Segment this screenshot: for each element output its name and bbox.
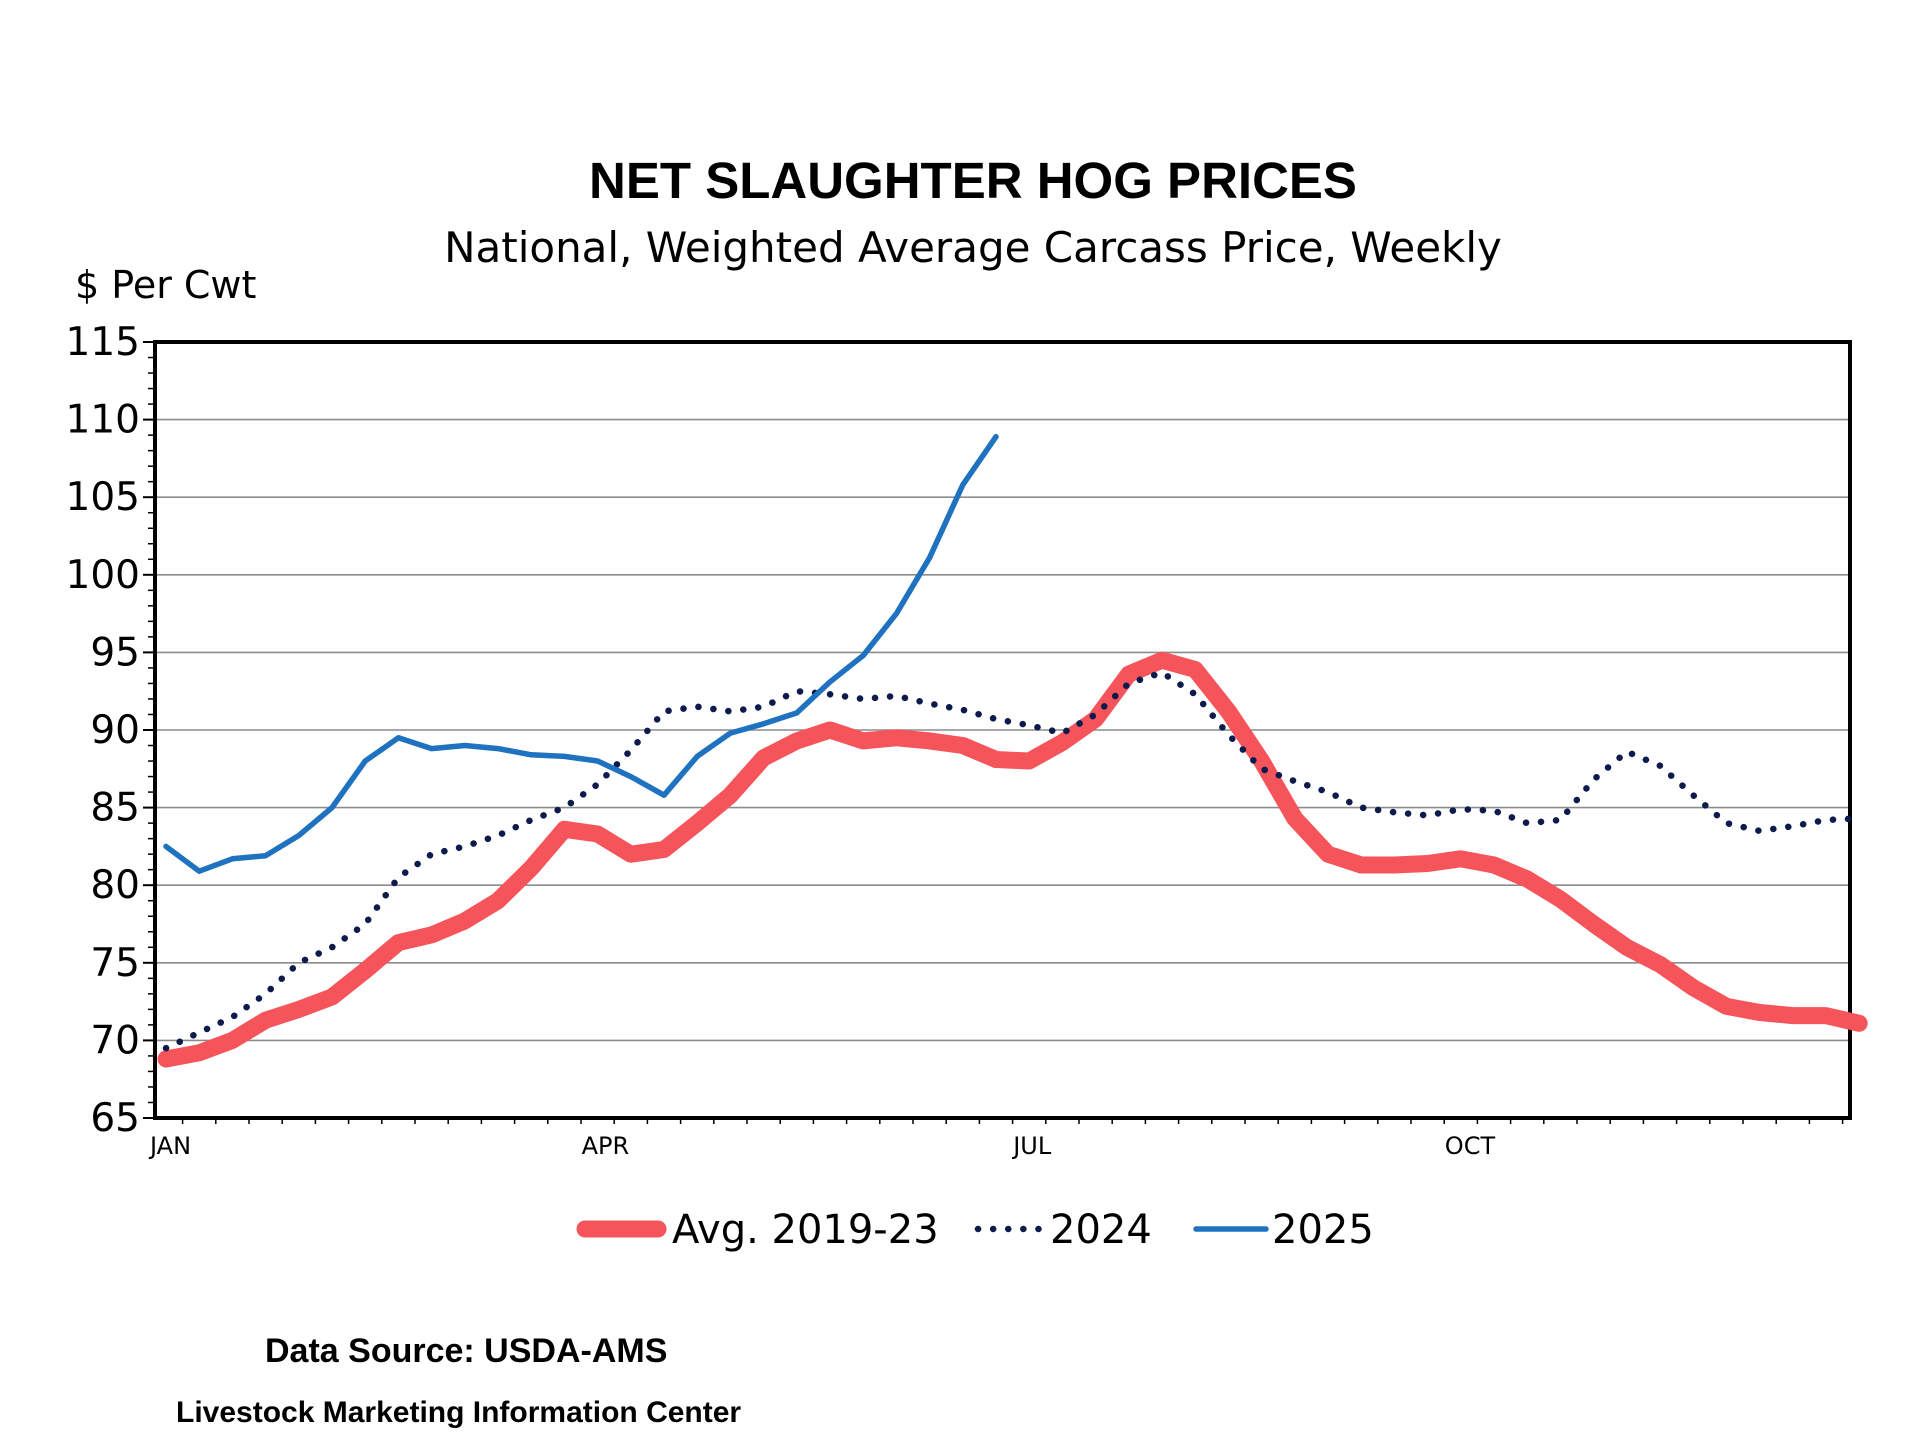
y-tick-label-65: 65 xyxy=(90,1096,140,1141)
y-tick-label-75: 75 xyxy=(90,941,140,986)
x-tick-label-jul: JUL xyxy=(1011,1132,1052,1160)
y-tick-label-85: 85 xyxy=(90,786,140,831)
x-tick-label-jan: JAN xyxy=(148,1132,191,1160)
legend-label-2024: 2024 xyxy=(1050,1207,1152,1253)
legend-label-2025: 2025 xyxy=(1272,1207,1374,1253)
legend-label-avg-2019-23: Avg. 2019-23 xyxy=(672,1207,939,1253)
chart-text: NET SLAUGHTER HOG PRICES National, Weigh… xyxy=(75,152,1502,307)
y-tick-label-115: 115 xyxy=(66,320,140,365)
y-tick-label-100: 100 xyxy=(66,553,140,598)
x-tick-label-apr: APR xyxy=(582,1132,630,1160)
source-notes: Data Source: USDA-AMS Livestock Marketin… xyxy=(176,1332,741,1429)
organization-label: Livestock Marketing Information Center xyxy=(176,1396,741,1429)
series-lines xyxy=(157,433,1868,1068)
gridlines xyxy=(155,418,1850,1042)
chart-subtitle: National, Weighted Average Carcass Price… xyxy=(444,223,1502,272)
series-line-2025 xyxy=(163,433,999,874)
y-tick-label-105: 105 xyxy=(66,475,140,520)
series-line-2024 xyxy=(162,669,1863,1052)
y-tick-label-80: 80 xyxy=(90,863,140,908)
y-tick-label-70: 70 xyxy=(90,1018,140,1063)
x-tick-label-oct: OCT xyxy=(1445,1132,1496,1160)
y-tick-label-110: 110 xyxy=(66,398,140,443)
axes: 65 70 75 80 85 90 95 100 105 110 115 JAN APR JUL OCT xyxy=(66,320,1852,1160)
data-source-label: Data Source: USDA-AMS xyxy=(265,1332,667,1370)
chart-title: NET SLAUGHTER HOG PRICES xyxy=(589,152,1357,209)
series-line-avg-2019-23 xyxy=(157,651,1868,1068)
plot-border xyxy=(153,340,1852,1120)
y-tick-label-90: 90 xyxy=(90,708,140,753)
legend: Avg. 2019-23 2024 2025 xyxy=(576,1207,1374,1253)
y-axis-label: $ Per Cwt xyxy=(75,263,256,307)
y-tick-label-95: 95 xyxy=(90,630,140,675)
